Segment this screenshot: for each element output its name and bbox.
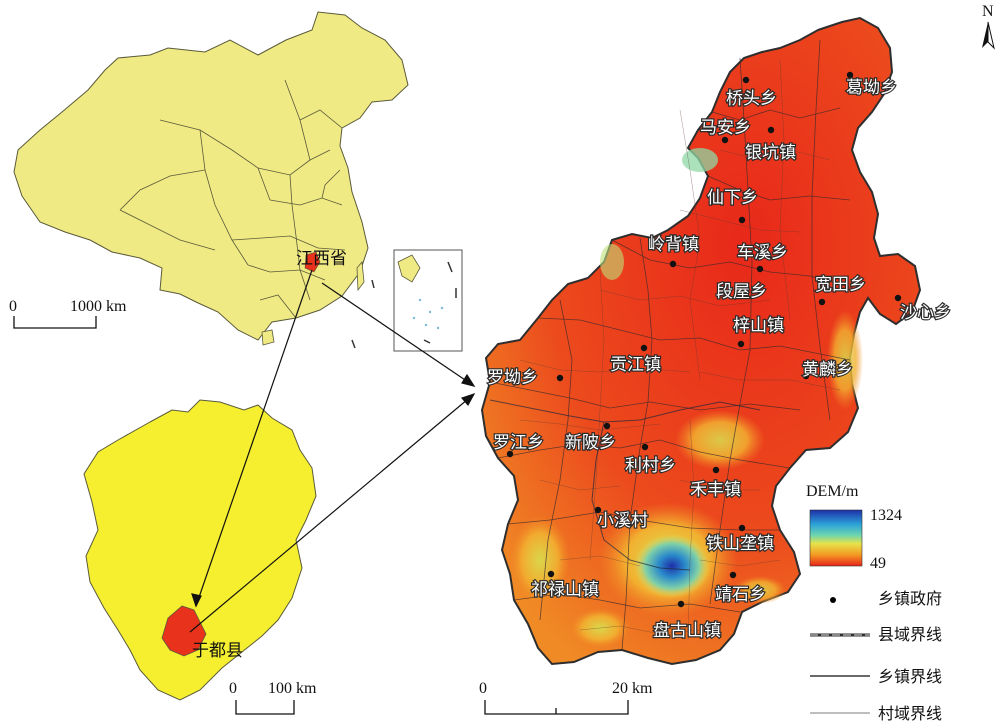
dem-scale-distance: 20 km bbox=[612, 680, 653, 697]
jiangxi-outline bbox=[83, 399, 317, 701]
town-label: 马安乡 bbox=[700, 118, 751, 138]
china-scale-zero: 0 bbox=[9, 298, 17, 315]
town-label: 宽田乡 bbox=[815, 275, 866, 295]
taiwan bbox=[356, 261, 365, 292]
town-label: 铁山垄镇 bbox=[706, 534, 774, 554]
town-label: 仙下乡 bbox=[707, 188, 758, 208]
china-map: 江西省 0 1000 km bbox=[9, 11, 463, 352]
legend-max: 1324 bbox=[870, 507, 902, 524]
town-label: 葛坳乡 bbox=[846, 78, 897, 98]
north-arrow: N bbox=[982, 3, 995, 50]
legend-title: DEM/m bbox=[806, 483, 859, 500]
town-label: 银坑镇 bbox=[745, 143, 796, 163]
legend: DEM/m 1324 49 乡镇政府 县域界线 乡镇界线 村域界线 bbox=[806, 483, 942, 723]
legend-item-label: 乡镇界线 bbox=[878, 667, 942, 686]
china-province-lines bbox=[119, 79, 346, 319]
town-label: 罗江乡 bbox=[493, 433, 544, 453]
jiangxi-map: 于都县 0 100 km bbox=[83, 399, 317, 715]
town-label: 利村乡 bbox=[625, 456, 676, 476]
legend-color-ramp bbox=[809, 509, 863, 567]
inset-islands bbox=[412, 298, 444, 330]
jiangxi-scale-bar: 0 100 km bbox=[229, 680, 317, 715]
town-label: 罗坳乡 bbox=[487, 368, 538, 388]
dem-scale-zero: 0 bbox=[479, 680, 487, 697]
town-label: 祁禄山镇 bbox=[531, 580, 599, 600]
dem-village-lines bbox=[519, 59, 841, 641]
china-scale-bar: 0 1000 km bbox=[9, 298, 127, 329]
province-label: 江西省 bbox=[296, 249, 347, 269]
china-outline bbox=[13, 11, 409, 341]
inset-coast bbox=[397, 254, 421, 283]
town-label: 盘古山镇 bbox=[653, 621, 721, 641]
town-label: 段屋乡 bbox=[716, 282, 767, 302]
connector-arrows bbox=[189, 269, 476, 633]
north-label: N bbox=[982, 3, 994, 20]
dashed-islands bbox=[351, 279, 375, 349]
town-label: 岭背镇 bbox=[648, 235, 699, 255]
hainan bbox=[261, 329, 275, 346]
legend-min: 49 bbox=[870, 555, 886, 572]
jiangxi-province bbox=[304, 251, 321, 273]
county-label: 于都县 bbox=[192, 641, 243, 661]
town-label: 靖石乡 bbox=[715, 585, 766, 605]
town-label: 小溪村 bbox=[597, 511, 648, 531]
legend-dot-symbol bbox=[830, 597, 836, 603]
town-label: 贡江镇 bbox=[610, 355, 661, 375]
dem-rivers bbox=[489, 399, 761, 571]
dem-scale-bar: 0 20 km bbox=[479, 680, 653, 715]
yudu-county bbox=[161, 605, 207, 657]
town-label: 禾丰镇 bbox=[690, 480, 741, 500]
town-label: 沙心乡 bbox=[900, 303, 951, 323]
town-label: 桥头乡 bbox=[726, 89, 777, 109]
town-label: 梓山镇 bbox=[733, 316, 784, 336]
town-dots bbox=[506, 71, 902, 608]
town-label: 黄麟乡 bbox=[802, 360, 853, 380]
legend-item-label: 县域界线 bbox=[878, 625, 942, 644]
dem-map: 葛坳乡 桥头乡 马安乡 银坑镇 仙下乡 岭背镇 车溪乡 宽田乡 段屋乡 沙心乡 … bbox=[479, 3, 995, 715]
legend-item-label: 村域界线 bbox=[878, 704, 942, 723]
town-label: 车溪乡 bbox=[737, 243, 788, 263]
town-label: 新陂乡 bbox=[565, 433, 616, 453]
legend-item-label: 乡镇政府 bbox=[878, 589, 942, 608]
dem-elevation-patches bbox=[510, 148, 863, 648]
jiangxi-scale-zero: 0 bbox=[229, 680, 237, 697]
town-labels: 葛坳乡 桥头乡 马安乡 银坑镇 仙下乡 岭背镇 车溪乡 宽田乡 段屋乡 沙心乡 … bbox=[486, 77, 952, 642]
yudu-dem-region bbox=[480, 16, 922, 666]
dem-boundary-lines bbox=[489, 39, 861, 651]
jiangxi-scale-distance: 100 km bbox=[268, 680, 317, 697]
china-scale-distance: 1000 km bbox=[70, 298, 127, 315]
